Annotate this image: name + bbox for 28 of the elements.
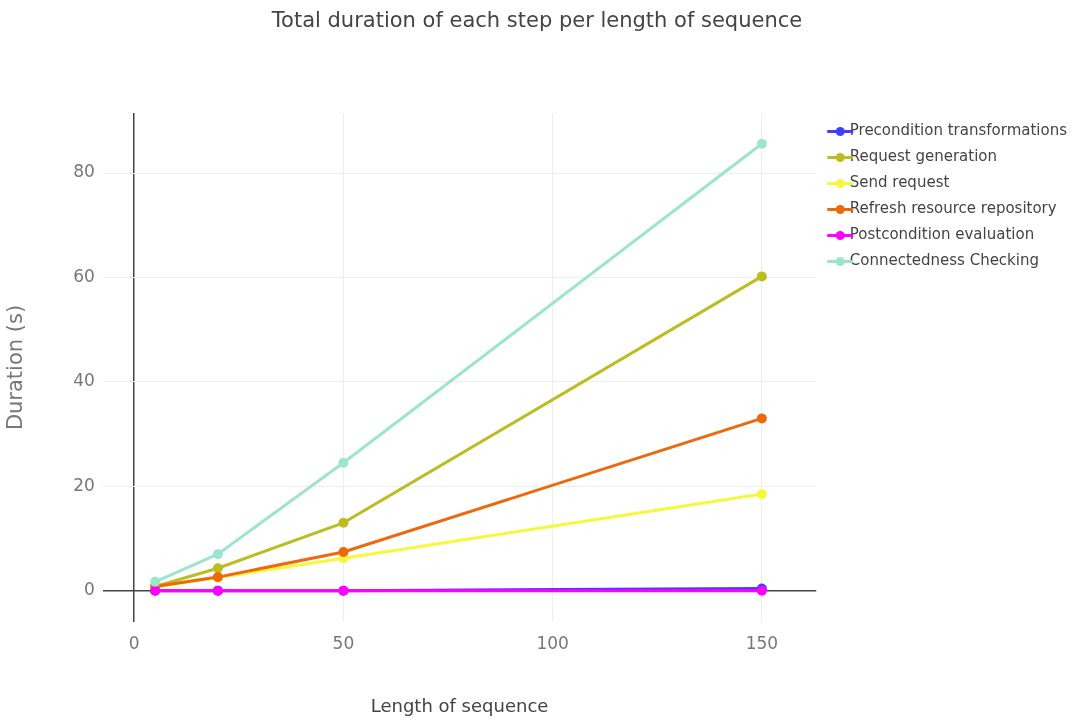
x-tick-label: 50 <box>332 632 355 653</box>
y-tick-label: 60 <box>73 265 95 286</box>
y-tick-label: 40 <box>73 370 95 391</box>
x-tick-label: 100 <box>536 632 569 653</box>
point <box>756 413 767 424</box>
legend-label: Refresh resource repository <box>849 199 1057 218</box>
legend-label: Precondition transformations <box>849 121 1068 140</box>
point <box>338 457 349 468</box>
point <box>338 547 349 558</box>
x-tick-label: 0 <box>128 632 140 653</box>
legend-label: Request generation <box>849 147 998 166</box>
point <box>756 138 767 149</box>
point <box>338 517 349 528</box>
point <box>150 576 161 587</box>
y-tick-label: 80 <box>73 161 95 182</box>
y-tick-label: 0 <box>84 579 95 600</box>
chart-title: Total duration of each step per length of sequence <box>270 8 803 33</box>
x-axis-title: Length of sequence <box>370 694 549 716</box>
point <box>756 271 767 282</box>
point <box>212 563 223 574</box>
y-tick-label: 20 <box>73 474 95 495</box>
legend-label: Send request <box>849 173 950 192</box>
point <box>756 489 767 500</box>
x-tick-label: 150 <box>745 632 779 653</box>
legend-label: Connectedness Checking <box>849 251 1040 270</box>
y-axis-title: Duration (s) <box>3 304 28 431</box>
point <box>212 549 223 560</box>
legend-label: Postcondition evaluation <box>849 225 1035 244</box>
